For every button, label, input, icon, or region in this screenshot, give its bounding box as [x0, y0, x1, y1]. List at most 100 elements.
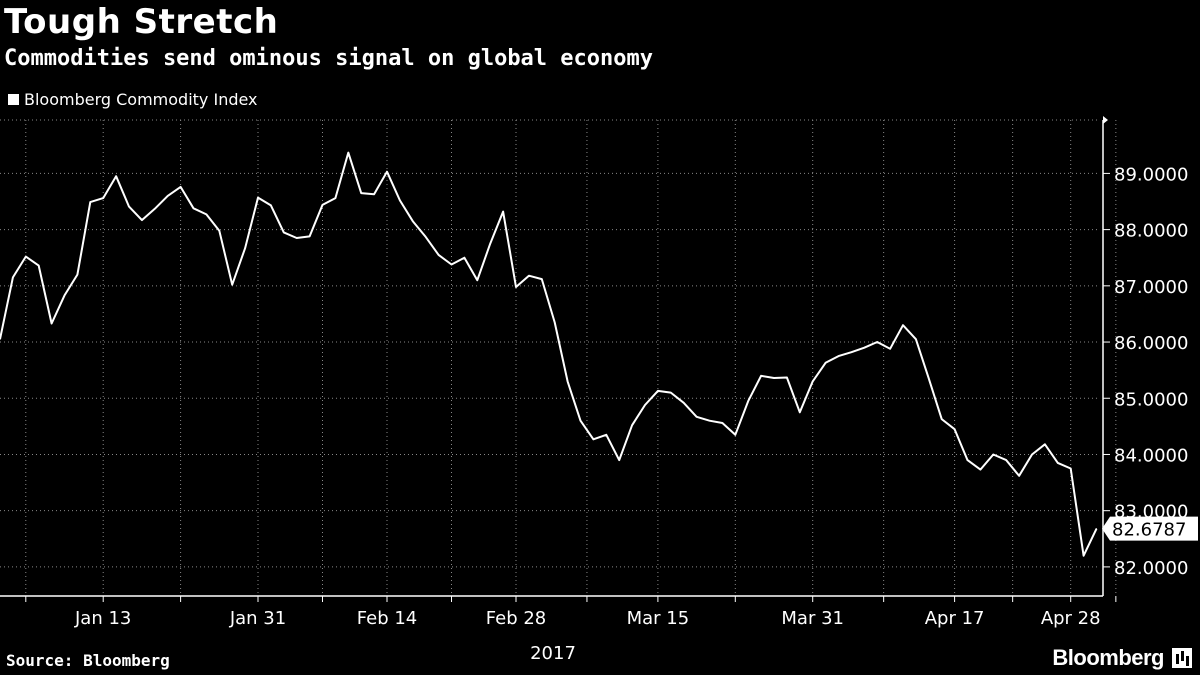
data-point	[322, 204, 323, 206]
data-point	[76, 274, 78, 276]
data-point	[64, 294, 65, 296]
bloomberg-terminal-icon	[1172, 648, 1192, 668]
data-point	[580, 420, 581, 422]
data-point	[554, 321, 556, 323]
data-point	[786, 376, 788, 378]
data-point	[244, 247, 246, 249]
data-point	[515, 286, 517, 288]
data-point	[954, 428, 956, 430]
data-point	[51, 322, 53, 324]
data-point	[850, 351, 852, 353]
data-point	[231, 284, 233, 286]
data-point	[657, 390, 659, 392]
x-tick-label: Mar 15	[627, 608, 690, 629]
data-point	[670, 392, 672, 394]
data-point	[618, 459, 620, 461]
data-point	[941, 418, 943, 420]
data-point	[799, 411, 801, 413]
data-point	[773, 377, 775, 379]
x-tick-label: Mar 31	[781, 608, 844, 629]
y-tick-label: 82.0000	[1114, 558, 1188, 579]
data-point	[0, 338, 1, 340]
data-point	[360, 192, 362, 194]
data-point	[967, 459, 968, 461]
data-point	[644, 404, 646, 406]
data-point	[734, 434, 736, 436]
legend-label: Bloomberg Commodity Index	[24, 90, 258, 109]
data-point	[1057, 462, 1059, 464]
x-tick-label: Jan 13	[74, 608, 131, 629]
data-point	[373, 193, 375, 195]
legend: Bloomberg Commodity Index	[8, 90, 258, 109]
y-tick-label: 85.0000	[1114, 389, 1188, 410]
data-point	[605, 434, 607, 436]
data-point	[25, 256, 27, 258]
data-point	[270, 204, 272, 206]
data-point	[1044, 443, 1046, 445]
y-tick-label: 86.0000	[1114, 333, 1188, 354]
data-point	[696, 416, 698, 418]
data-point	[347, 152, 349, 154]
chart-title: Tough Stretch	[4, 2, 279, 42]
data-point	[915, 338, 917, 340]
data-point	[709, 420, 710, 422]
x-year-label: 2017	[530, 643, 576, 664]
data-point	[721, 422, 723, 424]
source-note: Source: Bloomberg	[6, 651, 170, 670]
data-point	[567, 380, 569, 382]
x-tick-label: Feb 14	[357, 608, 418, 629]
data-point	[283, 231, 285, 233]
data-point	[451, 263, 452, 265]
data-point	[1005, 459, 1007, 461]
data-point	[592, 438, 594, 440]
data-point	[425, 236, 427, 238]
data-point	[128, 206, 130, 208]
data-point	[1070, 468, 1072, 470]
legend-swatch	[8, 94, 19, 105]
data-point	[876, 341, 878, 343]
tick-labels: 82.000083.000084.000085.000086.000087.00…	[74, 164, 1198, 664]
data-point	[438, 254, 440, 256]
data-point	[154, 208, 156, 210]
axes	[0, 116, 1117, 602]
data-point	[502, 211, 504, 213]
x-tick-label: Jan 31	[229, 608, 286, 629]
data-point	[863, 347, 865, 349]
y-tick-label: 89.0000	[1114, 164, 1188, 185]
y-tick-label: 87.0000	[1114, 277, 1188, 298]
series-line	[0, 151, 1098, 557]
chart-subtitle: Commodities send ominous signal on globa…	[4, 46, 654, 71]
data-point	[825, 362, 827, 364]
data-point	[115, 175, 117, 177]
data-point	[541, 278, 543, 280]
x-tick-label: Apr 28	[1041, 608, 1101, 629]
data-point	[1083, 555, 1085, 557]
data-point	[683, 402, 685, 404]
data-point	[193, 207, 194, 209]
data-point	[889, 348, 891, 350]
data-point	[386, 171, 388, 173]
data-point	[399, 199, 401, 201]
data-point	[463, 257, 465, 259]
data-point	[1018, 475, 1020, 477]
series-layer	[0, 151, 1098, 557]
grid-lines	[0, 119, 1117, 595]
data-point	[412, 220, 414, 222]
data-point	[1096, 528, 1097, 530]
data-point	[992, 453, 994, 455]
data-point	[257, 197, 259, 199]
y-axis-arrow	[1103, 116, 1108, 124]
data-point	[1031, 453, 1033, 455]
last-value-box	[1102, 516, 1198, 541]
data-point	[309, 235, 311, 237]
data-point	[979, 469, 981, 471]
data-point	[89, 201, 91, 203]
data-point	[489, 243, 491, 245]
data-point	[812, 380, 814, 382]
data-point	[218, 230, 220, 232]
data-point	[334, 197, 336, 199]
y-tick-label: 84.0000	[1114, 445, 1188, 466]
data-point	[528, 275, 530, 277]
last-value-label: 82.6787	[1112, 520, 1186, 541]
data-point	[296, 237, 298, 239]
